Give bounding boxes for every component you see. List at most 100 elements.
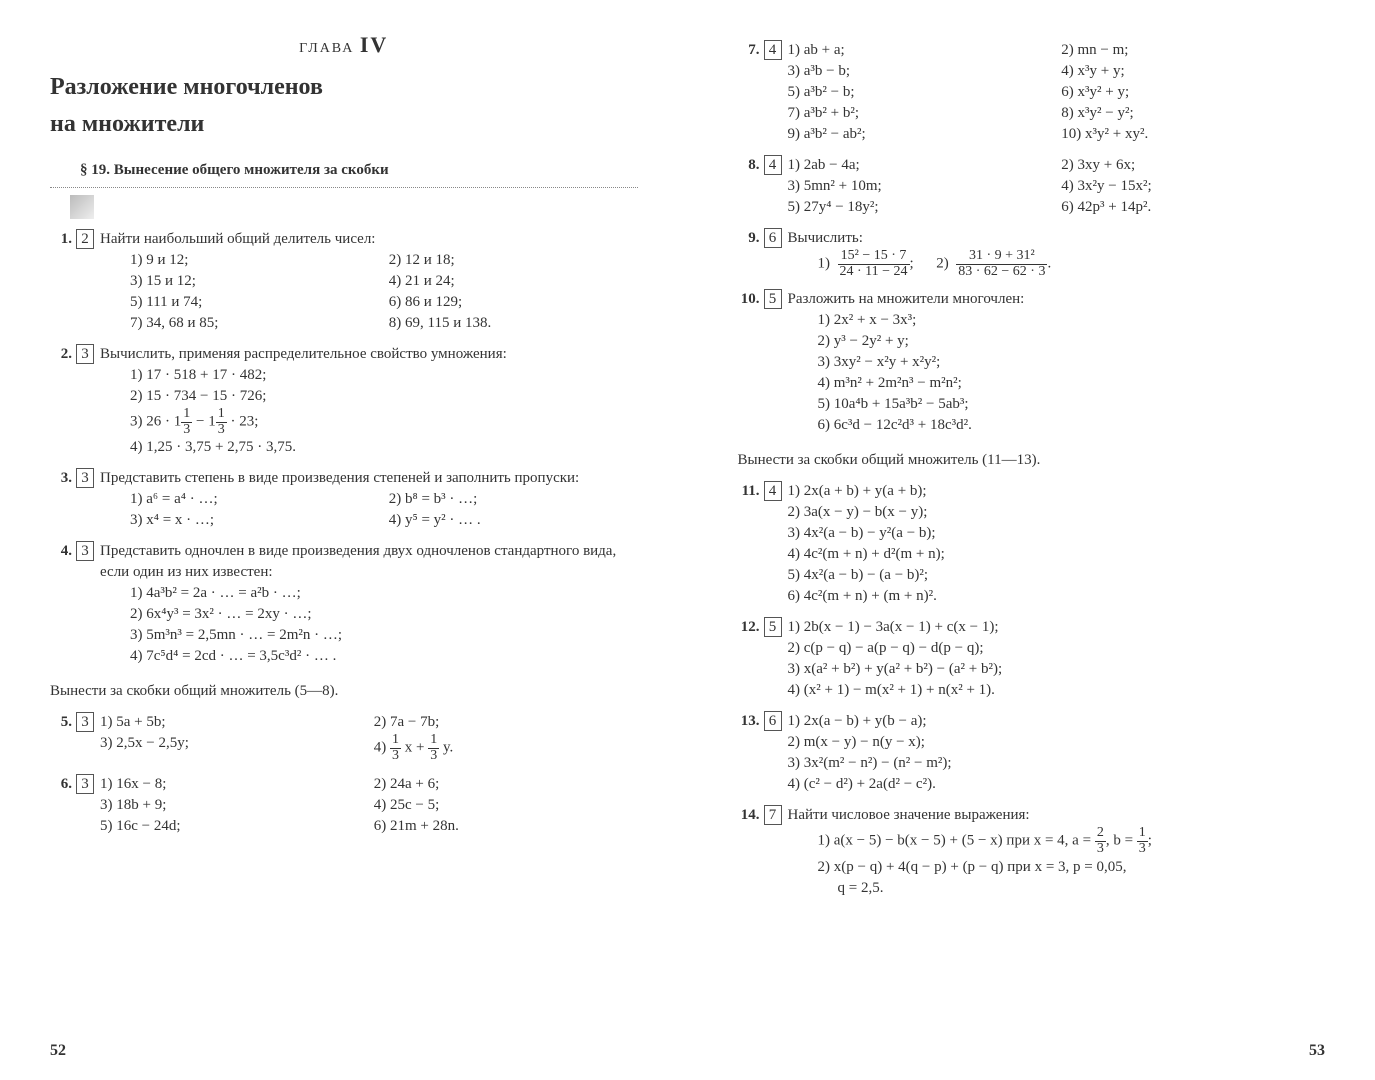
list-item: 2) 24a + 6; [374, 774, 638, 795]
list-item: 4) 7c⁵d⁴ = 2cd · … = 3,5c³d² · … . [130, 646, 638, 667]
page-number: 52 [50, 1040, 66, 1062]
text: 3) 26 · 1 [130, 414, 181, 430]
list-item: 2) c(p − q) − a(p − q) − d(p − q); [788, 638, 1326, 659]
problem-text: Найти числовое значение выражения: [788, 807, 1030, 823]
list-item: 9) a³b² − ab²; [788, 124, 1052, 145]
list-item: 8) 69, 115 и 138. [389, 313, 638, 334]
list-item: 2) 7a − 7b; [374, 712, 638, 733]
list-item: 3) 2,5x − 2,5y; [100, 733, 364, 763]
problem-text: Вычислить, применяя распределительное св… [100, 346, 507, 362]
list-item: 2) b⁸ = b³ · …; [389, 489, 638, 510]
problem-11: 11. 4 1) 2x(a + b) + y(a + b); 2) 3a(x −… [738, 481, 1326, 607]
list-item: 1) 9 и 12; [130, 250, 379, 271]
problem-num: 4. [50, 541, 72, 562]
difficulty-box: 3 [76, 468, 94, 488]
list-item: 4) x³y + y; [1061, 61, 1325, 82]
problem-num: 7. [738, 40, 760, 61]
list-item: 2) 15 · 734 − 15 · 726; [130, 386, 638, 407]
problem-num: 9. [738, 228, 760, 249]
denominator: 83 · 62 − 62 · 3 [956, 265, 1047, 280]
chapter-prefix: ГЛАВА [299, 41, 354, 56]
instruction: Вынести за скобки общий множитель (5—8). [50, 681, 638, 702]
difficulty-box: 5 [764, 617, 782, 637]
list-item: 7) a³b² + b²; [788, 103, 1052, 124]
list-item: 4) 13 x + 13 y. [374, 733, 638, 763]
list-item: 4) (c² − d²) + 2a(d² − c²). [788, 774, 1326, 795]
text: 4) [374, 740, 390, 756]
list-item: 3) 15 и 12; [130, 271, 379, 292]
numerator: 31 · 9 + 31² [956, 249, 1047, 265]
problem-num: 10. [738, 289, 760, 310]
list-item: 4) 25c − 5; [374, 795, 638, 816]
problem-num: 1. [50, 229, 72, 250]
list-item: 2) mn − m; [1061, 40, 1325, 61]
text: 1) a(x − 5) − b(x − 5) + (5 − x) при x =… [818, 833, 1095, 849]
chapter-label: ГЛАВА IV [50, 30, 638, 61]
page-number: 53 [1309, 1040, 1325, 1062]
chapter-num: IV [360, 32, 388, 57]
difficulty-box: 3 [76, 344, 94, 364]
list-item: 10) x³y² + xy². [1061, 124, 1325, 145]
problem-num: 12. [738, 617, 760, 638]
list-item: 1) ab + a; [788, 40, 1052, 61]
list-item: 4) y⁵ = y² · … . [389, 510, 638, 531]
difficulty-box: 4 [764, 481, 782, 501]
problem-num: 2. [50, 344, 72, 365]
problem-14: 14. 7 Найти числовое значение выражения:… [738, 805, 1326, 898]
list-item: 3) 5mn² + 10m; [788, 176, 1052, 197]
list-item: 1) 2x² + x − 3x³; [818, 310, 1326, 331]
problem-text: Найти наибольший общий делитель чисел: [100, 231, 375, 247]
problem-4: 4. 3 Представить одночлен в виде произве… [50, 541, 638, 667]
difficulty-box: 7 [764, 805, 782, 825]
problem-num: 14. [738, 805, 760, 826]
problem-2: 2. 3 Вычислить, применяя распределительн… [50, 344, 638, 458]
difficulty-box: 3 [76, 541, 94, 561]
list-item: 1) 2x(a + b) + y(a + b); [788, 481, 1326, 502]
list-item: 6) 42p³ + 14p². [1061, 197, 1325, 218]
problem-1: 1. 2 Найти наибольший общий делитель чис… [50, 229, 638, 334]
list-item: 6) 6c³d − 12c²d³ + 18c³d². [818, 415, 1326, 436]
list-item: 2) x(p − q) + 4(q − p) + (p − q) при x =… [818, 857, 1326, 878]
denominator: 24 · 11 − 24 [838, 265, 910, 280]
list-item: 1) a(x − 5) − b(x − 5) + (5 − x) при x =… [818, 826, 1326, 856]
list-item: 1) 16x − 8; [100, 774, 364, 795]
numerator: 15² − 15 · 7 [838, 249, 910, 265]
list-item: 6) 86 и 129; [389, 292, 638, 313]
problem-text: Разложить на множители многочлен: [788, 291, 1025, 307]
list-item: 4) 21 и 24; [389, 271, 638, 292]
list-item: 1) 17 · 518 + 17 · 482; [130, 365, 638, 386]
difficulty-box: 5 [764, 289, 782, 309]
difficulty-box: 6 [764, 711, 782, 731]
list-item: 6) 4c²(m + n) + (m + n)². [788, 586, 1326, 607]
list-item: 3) 3x²(m² − n²) − (n² − m²); [788, 753, 1326, 774]
problem-9: 9. 6 Вычислить: 1) 15² − 15 · 724 · 11 −… [738, 228, 1326, 279]
problem-6: 6. 3 1) 16x − 8; 2) 24a + 6; 3) 18b + 9;… [50, 774, 638, 837]
list-item: 1) 4a³b² = 2a · … = a²b · …; [130, 583, 638, 604]
problem-text: Представить степень в виде произведения … [100, 470, 579, 486]
ornament-box [70, 195, 94, 219]
list-item: 2) y³ − 2y² + y; [818, 331, 1326, 352]
list-item: 2) m(x − y) − n(y − x); [788, 732, 1326, 753]
text: − 1 [192, 414, 215, 430]
list-item: 1) 2ab − 4a; [788, 155, 1052, 176]
list-item: 5) 27y⁴ − 18y²; [788, 197, 1052, 218]
list-item: 2) 3xy + 6x; [1061, 155, 1325, 176]
text: y. [439, 740, 453, 756]
text: x + [401, 740, 428, 756]
list-item: 5) 111 и 74; [130, 292, 379, 313]
problem-7: 7. 4 1) ab + a; 2) mn − m; 3) a³b − b; 4… [738, 40, 1326, 145]
list-item: 3) 5m³n³ = 2,5mn · … = 2m²n · …; [130, 625, 638, 646]
list-item: 4) 3x²y − 15x²; [1061, 176, 1325, 197]
page-left: ГЛАВА IV Разложение многочленов на множи… [0, 0, 688, 1080]
list-item: 2) 3a(x − y) − b(x − y); [788, 502, 1326, 523]
problem-10: 10. 5 Разложить на множители многочлен: … [738, 289, 1326, 436]
problem-num: 8. [738, 155, 760, 176]
list-item: 3) x⁴ = x · …; [130, 510, 379, 531]
list-item: 4) m³n² + 2m²n³ − m²n²; [818, 373, 1326, 394]
list-item: 2) 6x⁴y³ = 3x² · … = 2xy · …; [130, 604, 638, 625]
problem-text: Представить одночлен в виде произведения… [100, 543, 616, 580]
list-item: 4) (x² + 1) − m(x² + 1) + n(x² + 1). [788, 680, 1326, 701]
list-item: 3) 26 · 113 − 113 · 23; [130, 407, 638, 437]
list-item: 4) 1,25 · 3,75 + 2,75 · 3,75. [130, 437, 638, 458]
list-item: 1) 2x(a − b) + y(b − a); [788, 711, 1326, 732]
